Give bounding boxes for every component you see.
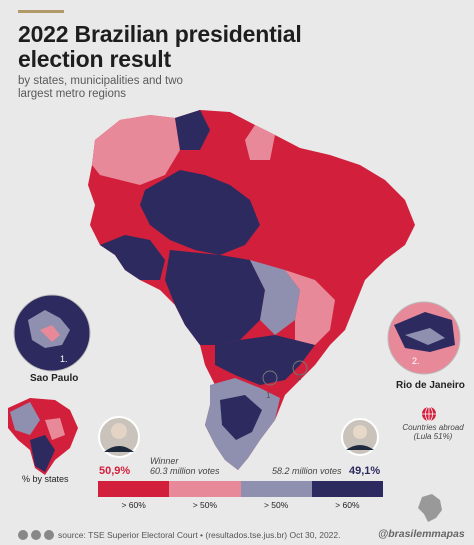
- region-centerwest-blue: [165, 250, 265, 345]
- map-marker-1-label: 1: [266, 391, 271, 400]
- legend-label: > 50%: [192, 500, 218, 510]
- region-roraima-blue: [175, 110, 210, 150]
- winner-votes: 60.3 million votes: [150, 466, 220, 476]
- abroad-note: Countries abroad (Lula 51%): [394, 423, 472, 441]
- region-west-blue: [100, 235, 165, 280]
- legend-swatch-red-light: [169, 481, 241, 497]
- rio-inset-number: 2.: [412, 356, 420, 366]
- legend-swatch-blue-strong: [311, 481, 383, 497]
- sao-paulo-label: Sao Paulo: [30, 373, 79, 384]
- cc-icon: [18, 530, 28, 540]
- title-accent-bar: [18, 10, 64, 13]
- map-marker-2: [292, 360, 308, 376]
- winner-percent: 50,9%: [99, 465, 131, 477]
- page-subtitle: by states, municipalities and two larges…: [18, 75, 183, 100]
- map-marker-2-label: 2: [297, 373, 302, 382]
- region-nw-red-light: [92, 115, 180, 185]
- loser-votes: 58.2 million votes: [272, 466, 342, 476]
- by-icon: [31, 530, 41, 540]
- abroad-line2: (Lula 51%): [413, 432, 453, 441]
- region-southeast-blue: [215, 335, 315, 385]
- sao-paulo-inset-number: 1.: [60, 354, 68, 364]
- legend-label: > 60%: [335, 500, 360, 510]
- map-marker-1: [262, 370, 278, 386]
- legend-swatch-red-strong: [98, 481, 170, 497]
- author-handle: @brasilemmapas: [378, 528, 465, 540]
- legend-swatch-blue-light: [240, 481, 312, 497]
- rio-label: Rio de Janeiro: [396, 380, 465, 391]
- legend-labels: > 60% > 50% > 50% > 60%: [98, 500, 383, 510]
- nc-icon: [44, 530, 54, 540]
- states-inset-label: % by states: [22, 474, 69, 484]
- legend-label: > 50%: [263, 500, 289, 510]
- legend-bar: [98, 481, 383, 497]
- source-footer: source: TSE Superior Electoral Court • (…: [58, 530, 341, 540]
- region-minas-mix: [285, 270, 335, 345]
- region-goias-mix: [250, 260, 300, 335]
- legend-label: > 60%: [121, 500, 146, 510]
- winner-label: Winner: [150, 456, 179, 466]
- page-title: 2022 Brazilian presidential election res…: [18, 21, 302, 72]
- brazil-logo-icon: [418, 494, 442, 522]
- region-amazonas-blue: [140, 170, 260, 255]
- loser-percent: 49,1%: [349, 465, 381, 477]
- abroad-line1: Countries abroad: [402, 423, 464, 432]
- region-amapa-mix: [245, 125, 275, 160]
- region-south-dark: [220, 395, 262, 440]
- states-inset: [8, 398, 78, 475]
